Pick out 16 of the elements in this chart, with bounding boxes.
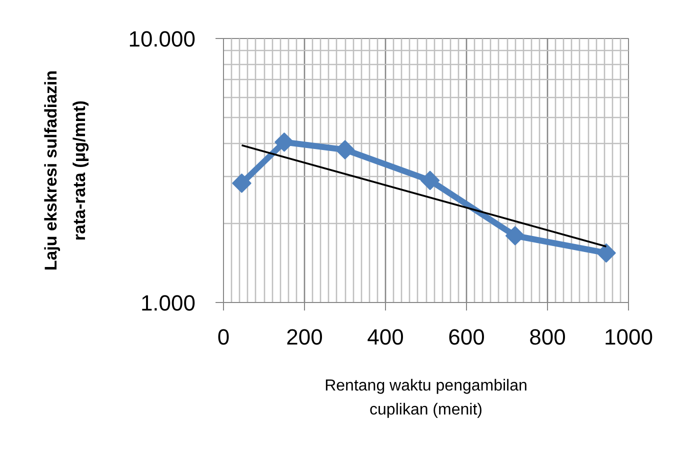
y-tick-label: 1.000: [140, 290, 196, 316]
point: [420, 170, 440, 190]
x-tick-label: 200: [286, 324, 323, 350]
x-tick-label: 800: [529, 324, 566, 350]
y-tick-label: 10.000: [128, 26, 196, 52]
y-axis-title: Laju ekskresi sulfadiazin rata-rata (µg/mnt): [42, 70, 90, 271]
point: [505, 226, 525, 246]
point: [596, 243, 616, 263]
x-tick-label: 0: [217, 324, 230, 350]
point: [335, 140, 355, 160]
x-tick-label: 1000: [604, 324, 653, 350]
x-tick-label: 600: [448, 324, 485, 350]
x-axis-title: Rentang waktu pengambilan cuplikan (menit): [324, 378, 528, 418]
x-tick-label: 400: [367, 324, 404, 350]
point: [274, 132, 294, 152]
point: [232, 174, 252, 193]
